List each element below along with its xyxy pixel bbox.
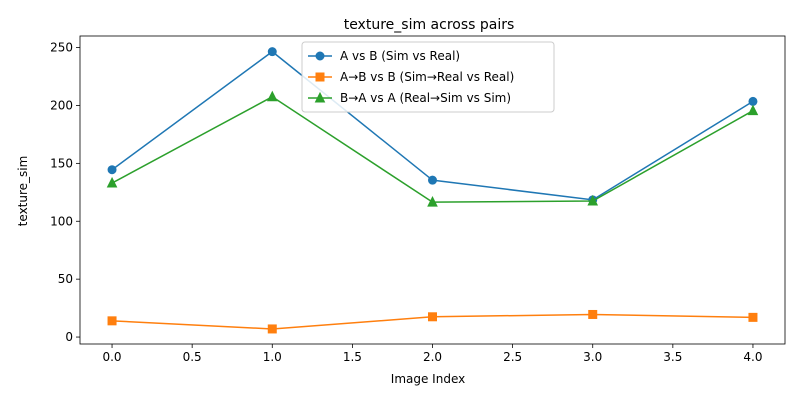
- y-tick-label: 50: [58, 272, 73, 286]
- x-tick-label: 1.0: [263, 350, 282, 364]
- y-tick-label: 150: [50, 156, 73, 170]
- y-tick-label: 200: [50, 98, 73, 112]
- x-tick-label: 3.5: [663, 350, 682, 364]
- x-tick-label: 1.5: [343, 350, 362, 364]
- y-tick-label: 250: [50, 41, 73, 55]
- x-tick-label: 2.5: [503, 350, 522, 364]
- data-point-s1-4: [748, 96, 758, 106]
- data-point-s3-3: [587, 194, 599, 206]
- x-tick-label: 4.0: [743, 350, 762, 364]
- data-point-s2-3: [588, 309, 598, 319]
- data-point-s2-2: [428, 312, 437, 322]
- data-point-s1-1: [267, 47, 277, 57]
- data-point-s3-0: [106, 176, 118, 188]
- data-point-s1-2: [428, 175, 437, 185]
- legend-marker-3: [314, 91, 326, 103]
- y-axis-label: texture_sim: [16, 156, 30, 227]
- legend-box: [301, 41, 555, 113]
- y-tick-label: 100: [50, 214, 73, 228]
- data-point-s2-0: [107, 316, 117, 326]
- data-point-s3-2: [427, 196, 438, 207]
- legend-marker-2: [315, 72, 325, 82]
- data-point-s2-1: [267, 324, 277, 334]
- y-tick-label: 0: [65, 330, 73, 344]
- x-tick-label: 3.0: [583, 350, 602, 364]
- x-tick-label: 0.0: [102, 350, 121, 364]
- data-point-s3-1: [266, 90, 278, 102]
- data-point-s1-0: [107, 165, 117, 175]
- plot-area: 0.0 0.5 1.0 1.5 2.0 2.5 3.0 3.5 4.0 0 50 100 150 200 2…: [50, 35, 786, 364]
- chart-title: texture_sim across pairs: [344, 17, 515, 33]
- legend-label-1: A vs B (Sim vs Real): [340, 49, 460, 63]
- legend-label-2: A→B vs B (Sim→Real vs Real): [340, 70, 514, 84]
- legend-label-3: B→A vs A (Real→Sim vs Sim): [340, 91, 511, 105]
- series-line-3: [111, 95, 754, 203]
- x-axis-label: Image Index: [391, 372, 465, 386]
- legend: A vs B (Sim vs Real) A→B vs B (Sim→Real v…: [301, 41, 555, 113]
- data-point-s3-4: [747, 104, 759, 116]
- legend-marker-1: [315, 51, 325, 61]
- x-tick-label: 2.0: [423, 350, 442, 364]
- data-point-s2-4: [748, 312, 758, 322]
- x-tick-label: 0.5: [183, 350, 202, 364]
